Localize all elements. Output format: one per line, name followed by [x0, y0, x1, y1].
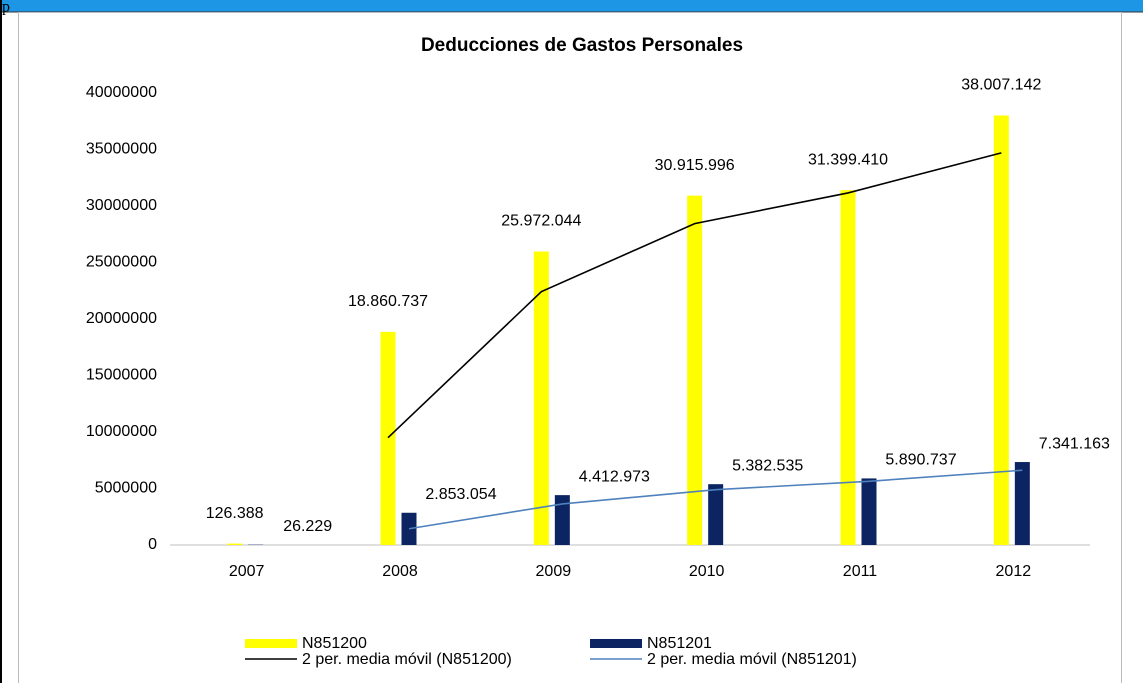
data-label: 5.382.535	[732, 457, 803, 474]
y-tick-label: 20000000	[86, 310, 157, 327]
bar	[534, 252, 549, 545]
bar	[381, 332, 396, 545]
data-label: 31.399.410	[808, 151, 888, 168]
bar	[862, 478, 877, 545]
y-tick-label: 10000000	[86, 423, 157, 440]
bar	[555, 495, 570, 545]
x-tick-label: 2007	[229, 563, 265, 580]
bar	[1015, 462, 1030, 545]
x-tick-label: 2010	[689, 563, 725, 580]
x-tick-label: 2012	[996, 563, 1032, 580]
data-label: 7.341.163	[1039, 435, 1110, 452]
data-label: 25.972.044	[501, 213, 581, 230]
legend-label: N851200	[302, 635, 367, 652]
data-label: 5.890.737	[885, 452, 956, 469]
cut-label: p	[2, 0, 10, 16]
chart-frame	[19, 13, 1122, 684]
data-label: 30.915.996	[655, 157, 735, 174]
data-label: 18.860.737	[348, 293, 428, 310]
y-tick-label: 30000000	[86, 197, 157, 214]
chart-title: Deducciones de Gastos Personales	[421, 35, 743, 56]
data-label: 4.412.973	[579, 468, 650, 485]
bar	[841, 190, 856, 545]
data-label: 38.007.142	[961, 77, 1041, 94]
legend-label: 2 per. media móvil (N851200)	[302, 651, 512, 668]
y-tick-label: 25000000	[86, 254, 157, 271]
bar	[227, 544, 242, 545]
y-tick-label: 15000000	[86, 367, 157, 384]
bar	[708, 484, 723, 545]
y-tick-label: 0	[148, 536, 157, 553]
data-label: 126.388	[206, 505, 264, 522]
legend-swatch	[245, 639, 297, 648]
data-label: 26.229	[283, 518, 332, 535]
legend-swatch	[590, 639, 642, 648]
y-tick-label: 40000000	[86, 84, 157, 101]
y-tick-label: 5000000	[95, 480, 157, 497]
bar	[994, 116, 1009, 545]
x-tick-label: 2008	[382, 563, 418, 580]
y-tick-label: 35000000	[86, 141, 157, 158]
legend-label: 2 per. media móvil (N851201)	[647, 651, 857, 668]
x-tick-label: 2009	[536, 563, 572, 580]
data-label: 2.853.054	[425, 486, 496, 503]
legend-label: N851201	[647, 635, 712, 652]
x-tick-label: 2011	[843, 563, 878, 580]
bar	[402, 513, 417, 545]
top-bar	[0, 0, 1143, 12]
